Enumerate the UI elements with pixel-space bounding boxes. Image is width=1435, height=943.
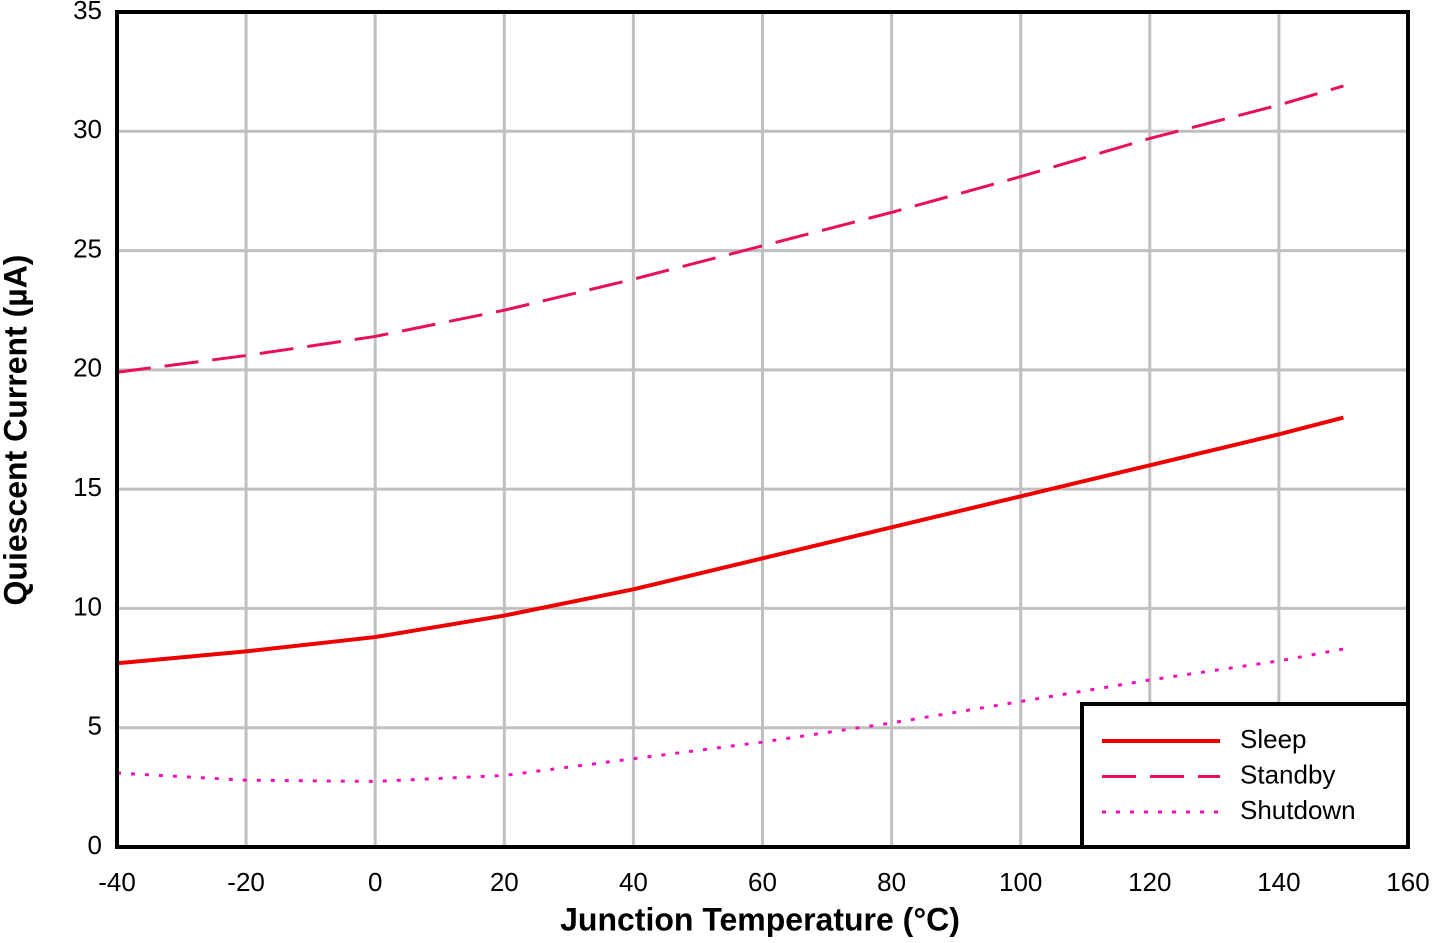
x-tick-label: -20 <box>227 867 265 897</box>
legend-label: Shutdown <box>1240 795 1356 825</box>
y-tick-label: 25 <box>73 233 102 263</box>
x-tick-label: 80 <box>877 867 906 897</box>
data-line <box>116 84 1344 374</box>
data-line <box>116 415 1344 666</box>
x-tick-label: 100 <box>999 867 1042 897</box>
x-tick-label: -40 <box>98 867 136 897</box>
y-tick-label: 0 <box>88 830 102 860</box>
y-tick-label: 5 <box>88 711 102 741</box>
x-tick-label: 60 <box>748 867 777 897</box>
x-tick-label: 20 <box>490 867 519 897</box>
x-tick-label: 40 <box>619 867 648 897</box>
legend-label: Sleep <box>1240 724 1307 754</box>
x-tick-label: 0 <box>368 867 382 897</box>
y-tick-label: 20 <box>73 353 102 383</box>
x-axis-title: Junction Temperature (°C) <box>560 901 960 937</box>
legend-label: Standby <box>1240 759 1335 789</box>
y-tick-label: 35 <box>73 0 102 25</box>
y-tick-label: 15 <box>73 472 102 502</box>
y-axis-title: Quiescent Current (µA) <box>0 255 33 606</box>
x-tick-label: 140 <box>1257 867 1300 897</box>
y-tick-label: 30 <box>73 114 102 144</box>
y-tick-label: 10 <box>73 591 102 621</box>
legend-box <box>1080 702 1410 849</box>
x-tick-label: 160 <box>1386 867 1429 897</box>
x-tick-label: 120 <box>1128 867 1171 897</box>
data-line <box>116 647 1344 783</box>
plot-border <box>115 10 1410 849</box>
